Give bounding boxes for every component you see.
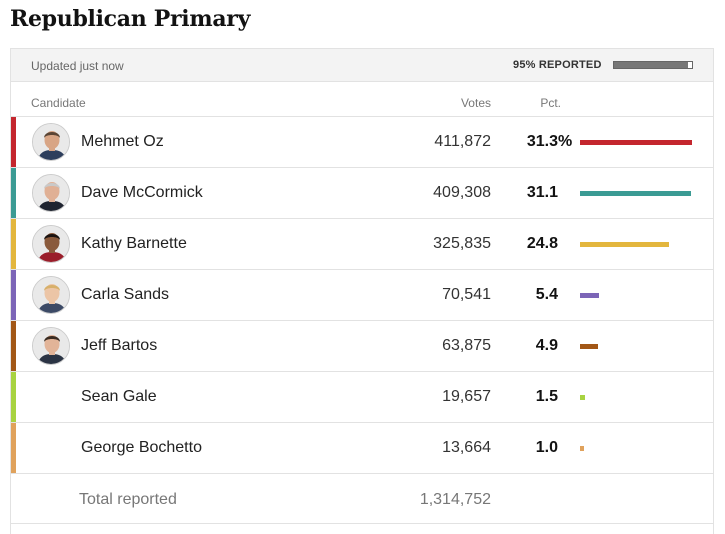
- party-color-stripe: [11, 423, 16, 473]
- header-candidate: Candidate: [31, 96, 86, 110]
- candidate-row: Sean Gale 19,657 1.5: [11, 371, 713, 422]
- vote-share-bar: [580, 140, 692, 145]
- candidate-pct: 1.0: [535, 439, 558, 456]
- candidate-pct: 1.5: [535, 388, 558, 405]
- party-color-stripe: [11, 168, 16, 218]
- candidate-pct: 5.4: [535, 286, 558, 303]
- party-color-stripe: [11, 321, 16, 371]
- page-title: Republican Primary: [10, 6, 251, 32]
- vote-share-bar: [580, 293, 599, 298]
- vote-share-bar: [580, 446, 584, 451]
- party-color-stripe: [11, 270, 16, 320]
- vote-share-bar: [580, 191, 691, 196]
- candidate-pct: 24.8: [526, 235, 558, 252]
- total-votes: 1,314,752: [419, 491, 491, 508]
- candidate-row: George Bochetto 13,664 1.0: [11, 422, 713, 473]
- results-table: Updated just now 95% REPORTED Candidate …: [10, 48, 714, 534]
- candidate-photo: [32, 225, 70, 263]
- vote-share-bar: [580, 344, 598, 349]
- candidate-photo: [32, 327, 70, 365]
- header-pct: Pct.: [540, 96, 561, 110]
- candidate-votes: 63,875: [442, 337, 491, 354]
- candidate-photo: [32, 123, 70, 161]
- party-color-stripe: [11, 372, 16, 422]
- total-label: Total reported: [79, 491, 177, 508]
- candidate-pct: 31.1: [526, 184, 558, 201]
- status-bar: Updated just now 95% REPORTED: [11, 49, 713, 82]
- candidate-name: Dave McCormick: [81, 184, 203, 201]
- candidate-row: Carla Sands 70,541 5.4: [11, 269, 713, 320]
- updated-text: Updated just now: [31, 59, 124, 73]
- candidate-photo: [32, 276, 70, 314]
- header-votes: Votes: [460, 96, 491, 110]
- reported-text: 95% REPORTED: [513, 59, 602, 71]
- pct-unit: %: [558, 133, 573, 150]
- candidate-name: George Bochetto: [81, 439, 202, 456]
- candidate-row: Dave McCormick 409,308 31.1: [11, 167, 713, 218]
- candidate-name: Carla Sands: [81, 286, 170, 303]
- candidate-name: Kathy Barnette: [81, 235, 187, 252]
- vote-share-bar: [580, 242, 669, 247]
- candidate-votes: 325,835: [433, 235, 491, 252]
- total-row: Total reported 1,314,752: [11, 473, 713, 524]
- candidate-row: Jeff Bartos 63,875 4.9: [11, 320, 713, 371]
- reported-progress-bar: [613, 61, 693, 69]
- reported-progress-fill: [614, 62, 689, 68]
- candidate-row: Kathy Barnette 325,835 24.8: [11, 218, 713, 269]
- candidate-name: Jeff Bartos: [81, 337, 158, 354]
- candidate-name: Mehmet Oz: [81, 133, 164, 150]
- candidate-row: Mehmet Oz 411,872 31.3%: [11, 116, 713, 167]
- candidate-votes: 411,872: [434, 133, 491, 150]
- party-color-stripe: [11, 117, 16, 167]
- candidate-pct: 31.3: [526, 133, 558, 150]
- candidate-photo: [32, 174, 70, 212]
- candidate-pct: 4.9: [535, 337, 558, 354]
- candidate-votes: 19,657: [442, 388, 491, 405]
- candidate-votes: 13,664: [442, 439, 491, 456]
- candidate-votes: 409,308: [433, 184, 491, 201]
- candidate-name: Sean Gale: [81, 388, 157, 405]
- party-color-stripe: [11, 219, 16, 269]
- candidate-votes: 70,541: [442, 286, 491, 303]
- vote-share-bar: [580, 395, 585, 400]
